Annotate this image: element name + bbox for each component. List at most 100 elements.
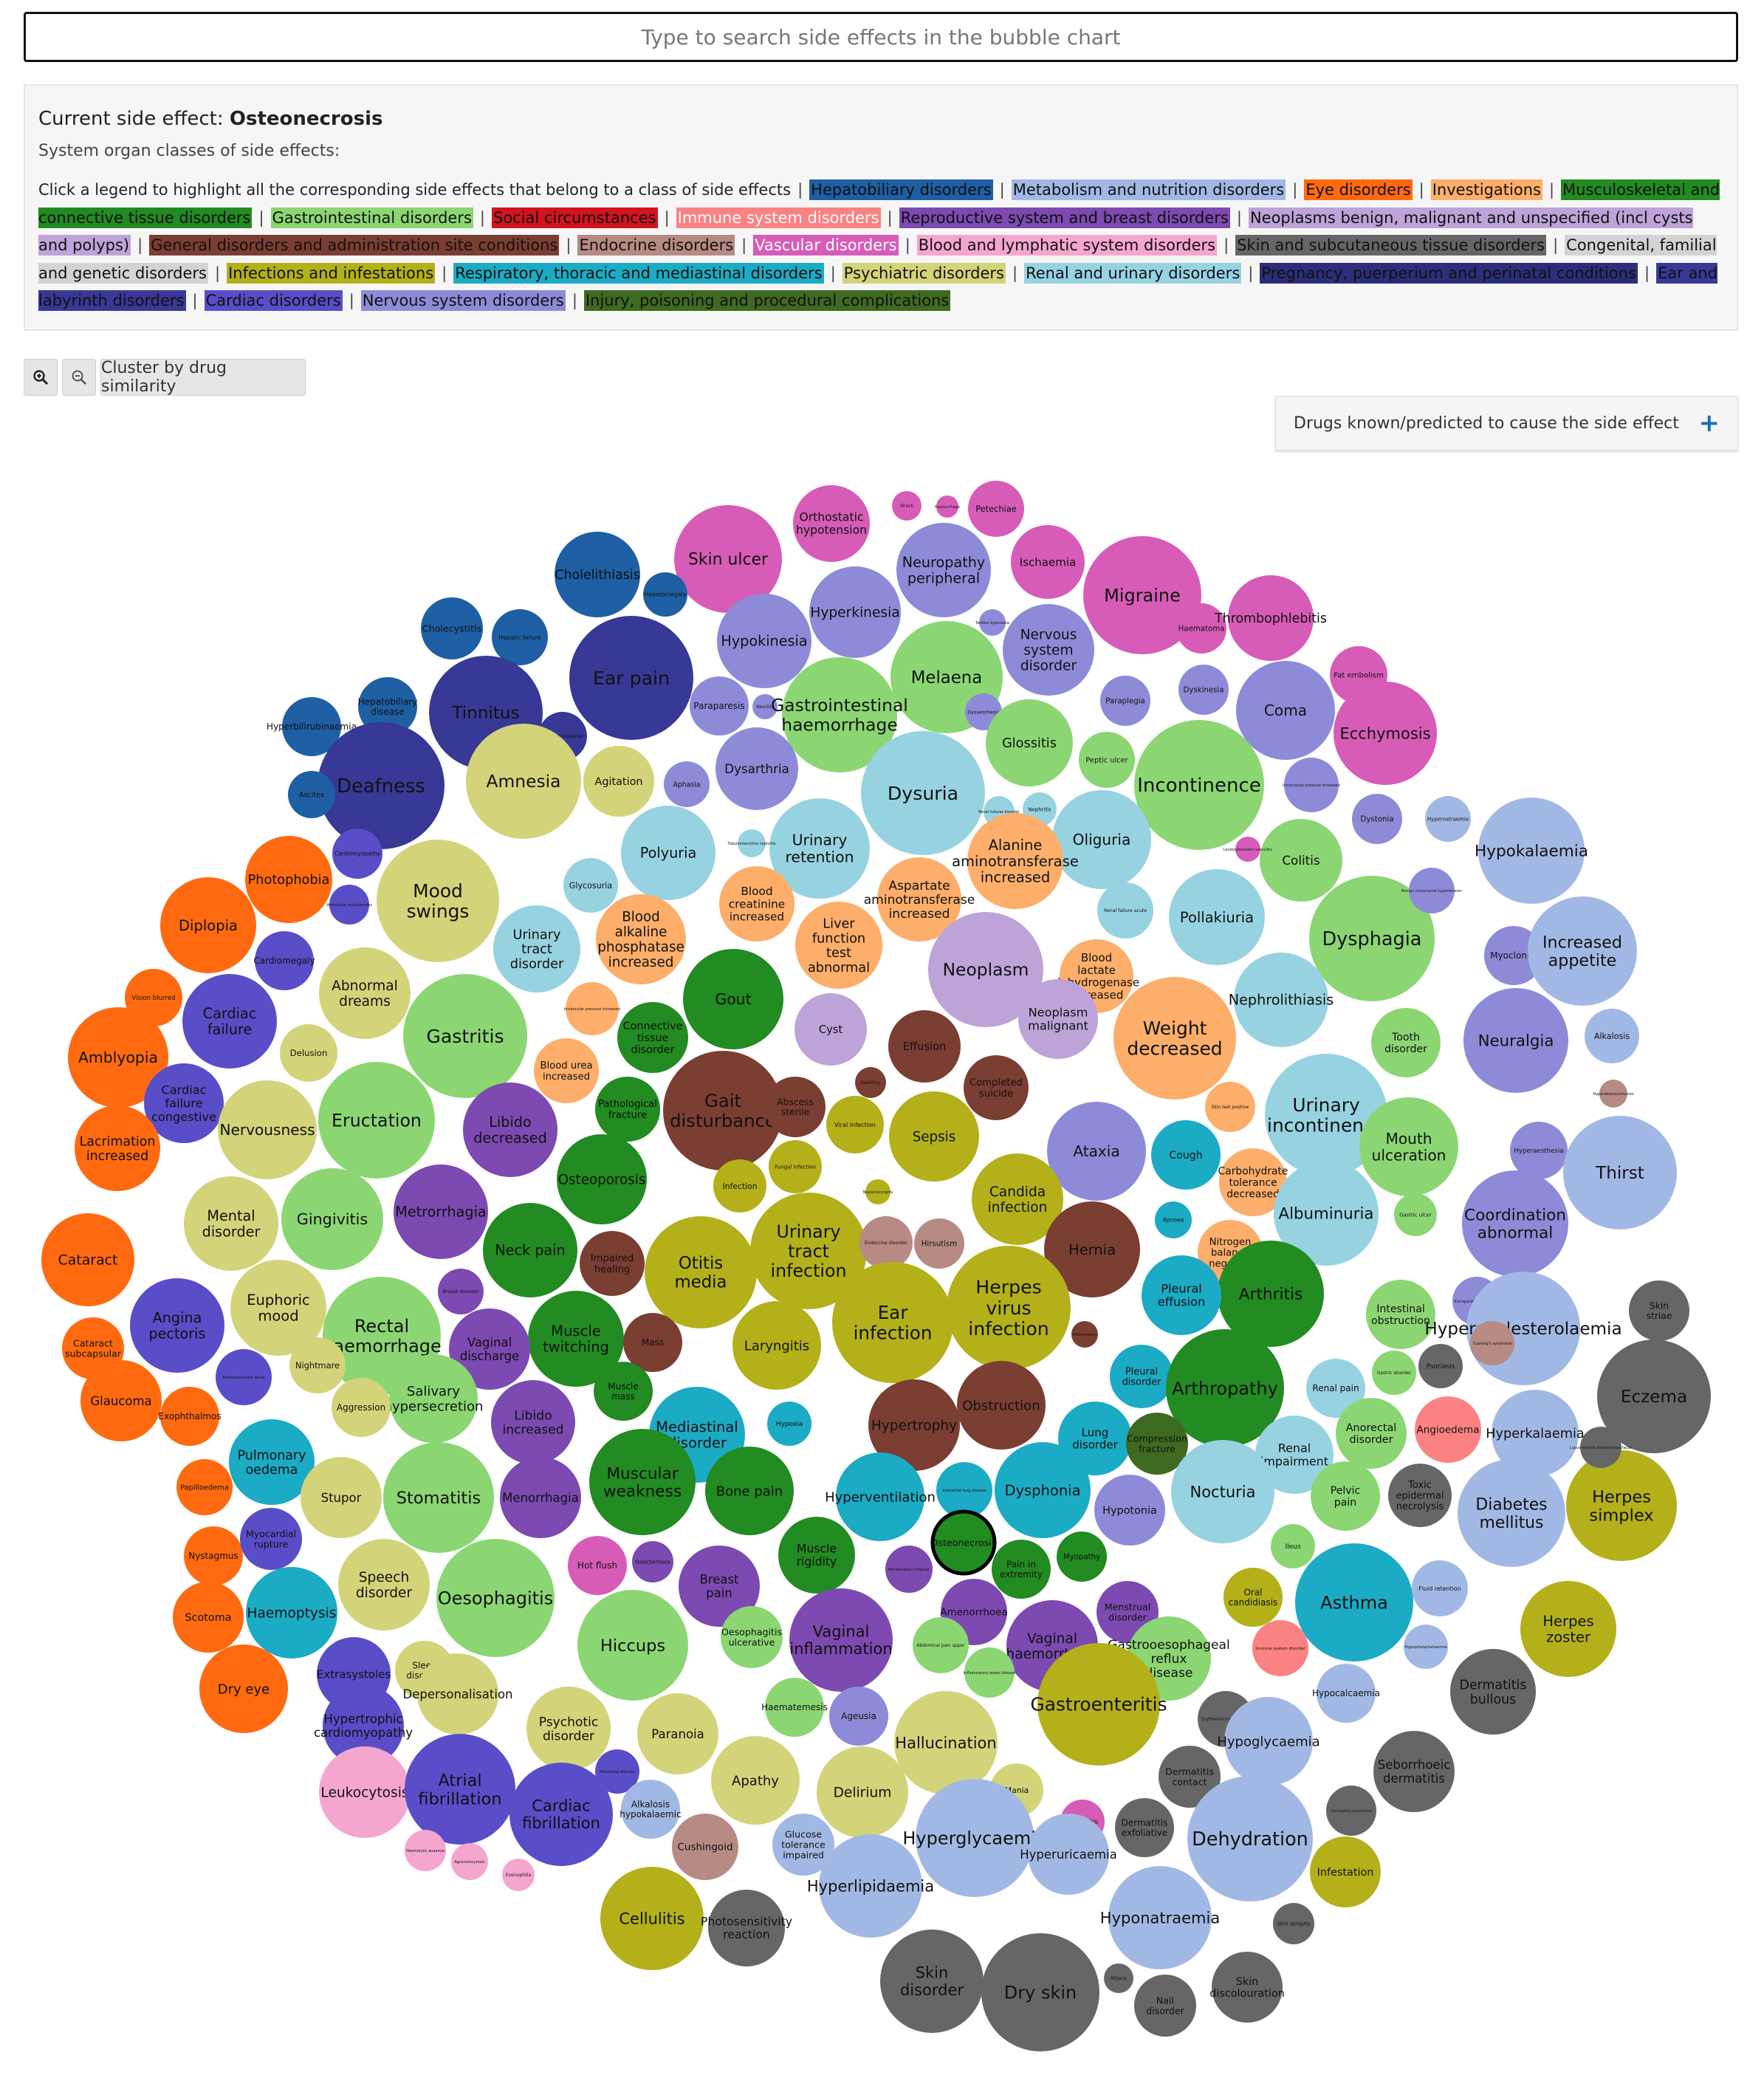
- legend-item[interactable]: Nervous system disorders: [360, 290, 566, 311]
- bubble[interactable]: Hirsutism: [914, 1218, 964, 1269]
- bubble-circle[interactable]: [182, 974, 277, 1069]
- bubble[interactable]: Papilloedema: [176, 1459, 233, 1515]
- bubble-circle[interactable]: [1071, 1321, 1098, 1348]
- bubble-circle[interactable]: [765, 1678, 824, 1737]
- bubble[interactable]: Muscle rigidity: [778, 1517, 855, 1594]
- bubble[interactable]: Ear infection: [832, 1262, 953, 1383]
- bubble-circle[interactable]: [1599, 1080, 1627, 1108]
- bubble-circle[interactable]: [255, 931, 314, 990]
- bubble[interactable]: Exophthalmos: [158, 1387, 222, 1446]
- bubble-circle[interactable]: [383, 1442, 494, 1553]
- bubble-circle[interactable]: [463, 1083, 557, 1177]
- bubble-circle[interactable]: [332, 829, 382, 879]
- bubble-circle[interactable]: [1094, 1475, 1165, 1546]
- bubble[interactable]: Seborrhoeic dermatitis: [1373, 1731, 1455, 1812]
- bubble-circle[interactable]: [1224, 1568, 1283, 1627]
- bubble-circle[interactable]: [885, 1546, 933, 1593]
- bubble[interactable]: Aggression: [332, 1378, 391, 1437]
- bubble-circle[interactable]: [583, 746, 654, 817]
- bubble-circle[interactable]: [1166, 1329, 1284, 1447]
- bubble-circle[interactable]: [1334, 682, 1437, 785]
- bubble-circle[interactable]: [1234, 953, 1328, 1047]
- bubble[interactable]: Haemorrhage: [935, 495, 960, 518]
- bubble-circle[interactable]: [282, 697, 341, 756]
- bubble-circle[interactable]: [738, 829, 766, 857]
- bubble-circle[interactable]: [1142, 1255, 1221, 1335]
- bubble-circle[interactable]: [643, 572, 687, 617]
- legend-item[interactable]: Psychiatric disorders: [842, 262, 1006, 284]
- bubble[interactable]: Fluid retention: [1412, 1560, 1468, 1616]
- bubble-circle[interactable]: [936, 1462, 992, 1518]
- bubble-circle[interactable]: [1218, 1241, 1324, 1347]
- bubble-circle[interactable]: [580, 1231, 645, 1296]
- bubble[interactable]: Mouth ulceration: [1359, 1097, 1458, 1196]
- bubble[interactable]: Photosensitivity reaction: [701, 1890, 792, 1966]
- bubble-circle[interactable]: [160, 877, 256, 973]
- legend-item[interactable]: Renal and urinary disorders: [1024, 262, 1242, 284]
- bubble-circle[interactable]: [230, 1260, 326, 1356]
- bubble-circle[interactable]: [957, 1361, 1046, 1450]
- bubble-circle[interactable]: [1126, 1413, 1188, 1475]
- bubble[interactable]: Haemoptysis: [246, 1567, 337, 1659]
- bubble[interactable]: Infection: [713, 1159, 766, 1213]
- bubble-circle[interactable]: [451, 1843, 488, 1880]
- bubble[interactable]: Neuropathy peripheral: [896, 523, 991, 617]
- bubble[interactable]: Muscular weakness: [589, 1429, 696, 1535]
- legend-item[interactable]: Vascular disorders: [753, 235, 899, 256]
- bubble-circle[interactable]: [405, 1830, 446, 1871]
- zoom-out-button[interactable]: [62, 359, 96, 396]
- bubble-circle[interactable]: [1520, 1581, 1616, 1677]
- bubble-circle[interactable]: [438, 1269, 484, 1314]
- bubble-circle[interactable]: [80, 1360, 162, 1441]
- bubble-circle[interactable]: [888, 1010, 961, 1083]
- bubble[interactable]: Mental disorder: [184, 1176, 278, 1271]
- bubble-circle[interactable]: [403, 974, 527, 1098]
- bubble-circle[interactable]: [1104, 1964, 1133, 1993]
- bubble-circle[interactable]: [1326, 1786, 1376, 1836]
- bubble-circle[interactable]: [405, 1734, 515, 1845]
- bubble-circle[interactable]: [1409, 868, 1455, 913]
- legend-item[interactable]: Gastrointestinal disorders: [270, 207, 473, 228]
- bubble-circle[interactable]: [1585, 1009, 1639, 1063]
- bubble[interactable]: Endocrine disorder: [859, 1216, 913, 1269]
- bubble[interactable]: Cardiomyopathy: [332, 829, 382, 879]
- bubble-circle[interactable]: [246, 1567, 337, 1659]
- bubble[interactable]: Scotoma: [173, 1582, 244, 1653]
- bubble-circle[interactable]: [795, 993, 867, 1066]
- bubble-circle[interactable]: [1115, 1798, 1174, 1857]
- bubble-circle[interactable]: [968, 481, 1024, 537]
- bubble[interactable]: Abnormal dreams: [319, 947, 411, 1039]
- bubble[interactable]: Hepatic failure: [492, 609, 548, 665]
- bubble-circle[interactable]: [1052, 790, 1151, 889]
- bubble[interactable]: Pleural disorder: [1110, 1345, 1173, 1408]
- bubble[interactable]: Nocturia: [1171, 1440, 1274, 1543]
- bubble-circle[interactable]: [752, 694, 778, 719]
- bubble[interactable]: Deafness: [318, 722, 445, 849]
- bubble-circle[interactable]: [829, 1687, 888, 1746]
- bubble-circle[interactable]: [130, 1278, 224, 1373]
- bubble-circle[interactable]: [672, 1814, 738, 1880]
- bubble-circle[interactable]: [1205, 1082, 1255, 1132]
- legend-item[interactable]: Respiratory, thoracic and mediastinal di…: [453, 262, 824, 284]
- bubble[interactable]: Angioedema: [1415, 1396, 1481, 1463]
- bubble-circle[interactable]: [913, 1617, 969, 1673]
- bubble[interactable]: Blood alkaline phosphatase increased: [596, 894, 686, 984]
- bubble-circle[interactable]: [1597, 1340, 1711, 1453]
- bubble-circle[interactable]: [1155, 1201, 1192, 1238]
- bubble-circle[interactable]: [1252, 1620, 1308, 1676]
- bubble-circle[interactable]: [717, 594, 811, 688]
- bubble[interactable]: Thrombophlebitis: [1214, 575, 1327, 661]
- bubble-circle[interactable]: [318, 1062, 435, 1179]
- bubble-circle[interactable]: [795, 902, 882, 989]
- bubble[interactable]: Obstruction: [957, 1361, 1046, 1450]
- bubble[interactable]: Mood swings: [377, 840, 499, 962]
- bubble-circle[interactable]: [979, 609, 1006, 636]
- bubble-circle[interactable]: [173, 1582, 244, 1653]
- bubble[interactable]: Neck pain: [483, 1203, 577, 1297]
- bubble-circle[interactable]: [492, 609, 548, 665]
- bubble-circle[interactable]: [338, 1539, 430, 1630]
- bubble-circle[interactable]: [502, 1859, 535, 1891]
- bubble-circle[interactable]: [1108, 1866, 1212, 1969]
- bubble-circle[interactable]: [289, 1337, 346, 1393]
- bubble-circle[interactable]: [936, 495, 958, 518]
